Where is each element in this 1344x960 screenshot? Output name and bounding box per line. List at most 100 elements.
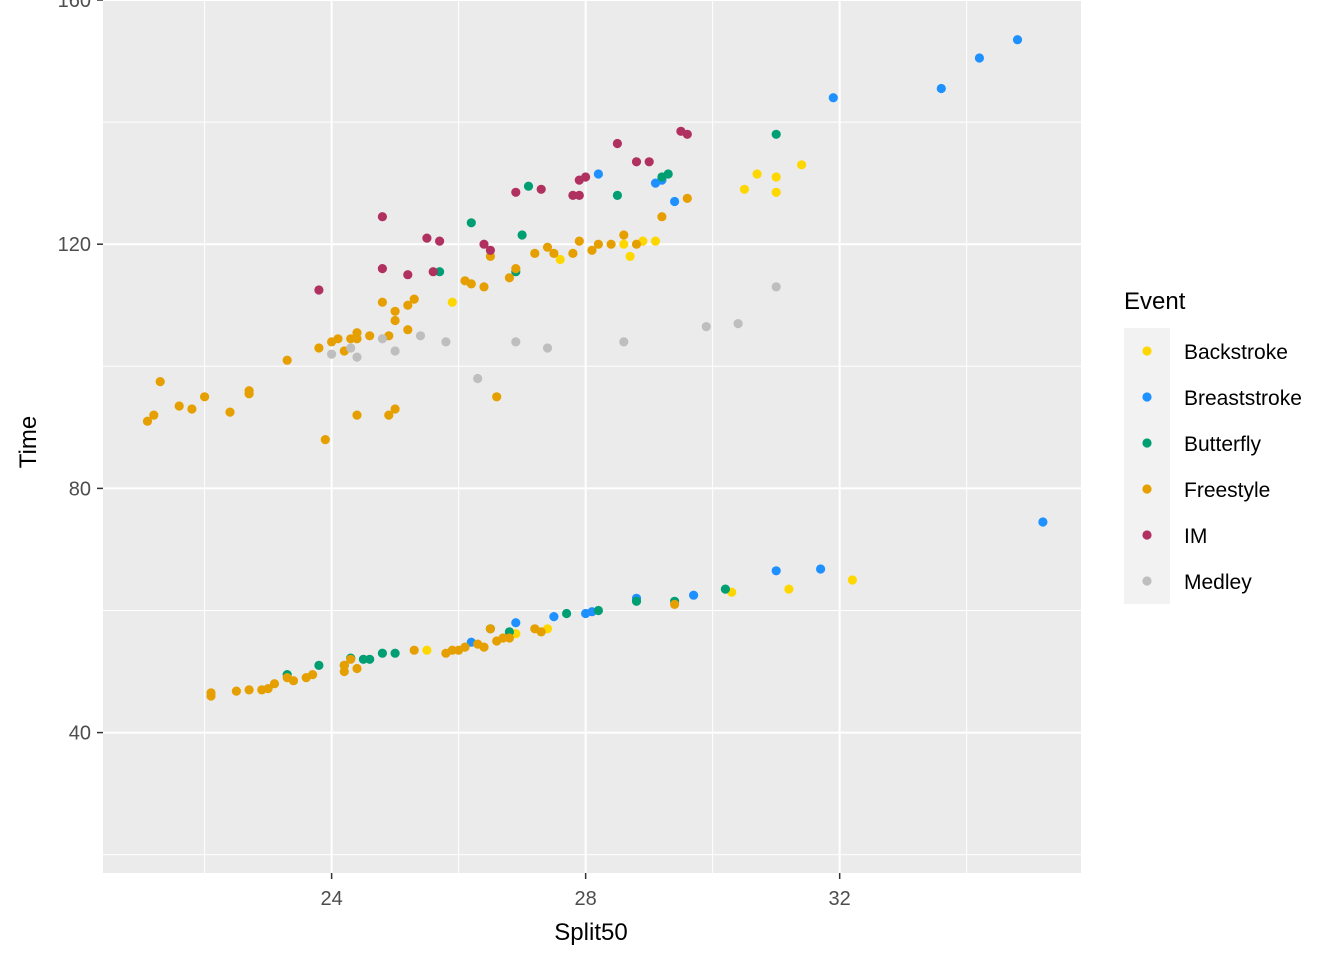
data-point	[377, 648, 387, 658]
data-point	[142, 416, 153, 426]
legend-key-backstroke	[1142, 346, 1152, 356]
data-point	[263, 684, 273, 694]
series-freestyle	[142, 193, 692, 701]
data-point	[504, 633, 514, 643]
data-point	[466, 279, 476, 289]
data-point	[523, 181, 534, 191]
data-point	[511, 337, 521, 347]
legend-label-butterfly: Butterfly	[1184, 433, 1262, 456]
data-point	[409, 294, 419, 304]
data-point	[771, 566, 781, 576]
data-point	[593, 239, 604, 249]
data-point	[422, 645, 432, 655]
data-point	[657, 212, 667, 222]
data-point	[403, 300, 413, 310]
data-point	[288, 676, 299, 686]
data-point	[320, 435, 330, 445]
data-point	[149, 410, 159, 420]
legend-label-backstroke: Backstroke	[1184, 341, 1288, 364]
data-point	[1038, 517, 1048, 527]
data-point	[435, 236, 445, 246]
data-point	[428, 267, 438, 277]
data-point	[403, 270, 413, 280]
y-tick-label: 160	[58, 0, 91, 12]
data-point	[663, 169, 673, 179]
data-point	[441, 337, 451, 347]
data-point	[346, 654, 356, 664]
data-point	[327, 349, 337, 359]
data-point	[155, 377, 165, 387]
data-point	[200, 392, 210, 402]
data-point	[536, 627, 546, 637]
data-point	[581, 172, 591, 182]
data-point	[282, 355, 292, 365]
data-points	[142, 35, 1048, 701]
data-point	[612, 138, 623, 149]
y-axis-title: Time	[15, 416, 42, 468]
data-point	[390, 306, 400, 316]
data-point	[504, 273, 514, 283]
data-point	[542, 343, 553, 353]
legend-key-background	[1124, 328, 1170, 604]
x-axis-title: Split50	[554, 919, 627, 946]
y-axis: 40 80 120 160	[58, 0, 103, 745]
y-tick-label: 120	[58, 234, 91, 256]
data-point	[619, 239, 629, 249]
data-point	[797, 160, 807, 170]
data-point	[682, 193, 692, 203]
data-point	[435, 267, 445, 277]
series-backstroke	[422, 160, 858, 655]
data-point	[619, 230, 629, 240]
data-point	[549, 248, 559, 258]
data-point	[479, 239, 489, 249]
data-point	[771, 172, 781, 182]
data-point	[498, 633, 508, 643]
data-point	[670, 599, 680, 610]
data-point	[631, 596, 642, 606]
data-point	[447, 297, 457, 307]
data-point	[346, 343, 356, 353]
data-point	[720, 584, 731, 594]
data-point	[612, 190, 623, 200]
legend-label-im: IM	[1184, 525, 1207, 548]
data-point	[358, 654, 368, 664]
data-point	[314, 343, 324, 353]
data-point	[352, 328, 362, 338]
legend-key-breaststroke	[1142, 392, 1152, 402]
data-point	[568, 190, 578, 200]
data-point	[549, 612, 559, 622]
data-point	[365, 331, 375, 341]
data-point	[670, 196, 680, 207]
legend-key-freestyle	[1142, 484, 1152, 494]
data-point	[377, 334, 387, 344]
data-point	[409, 645, 419, 655]
data-point	[536, 184, 546, 194]
data-point	[479, 642, 489, 652]
data-point	[206, 688, 216, 698]
data-point	[352, 663, 362, 674]
data-point	[231, 686, 241, 696]
data-point	[555, 254, 565, 265]
data-point	[352, 352, 362, 362]
data-point	[574, 190, 584, 200]
data-point	[650, 236, 661, 246]
data-point	[479, 282, 489, 292]
y-tick-label: 40	[69, 723, 91, 745]
x-tick-label: 24	[320, 888, 342, 910]
data-point	[384, 410, 394, 420]
data-point	[174, 401, 184, 411]
data-point	[473, 373, 483, 384]
data-point	[390, 404, 400, 414]
data-point	[625, 251, 635, 261]
data-point	[314, 660, 324, 671]
data-point	[682, 129, 692, 139]
data-point	[377, 212, 387, 222]
data-point	[771, 187, 781, 197]
x-tick-label: 32	[829, 888, 851, 910]
data-point	[739, 184, 750, 194]
data-point	[422, 233, 432, 243]
data-point	[225, 407, 235, 417]
major-gridlines	[103, 0, 1081, 873]
data-point	[390, 648, 400, 658]
